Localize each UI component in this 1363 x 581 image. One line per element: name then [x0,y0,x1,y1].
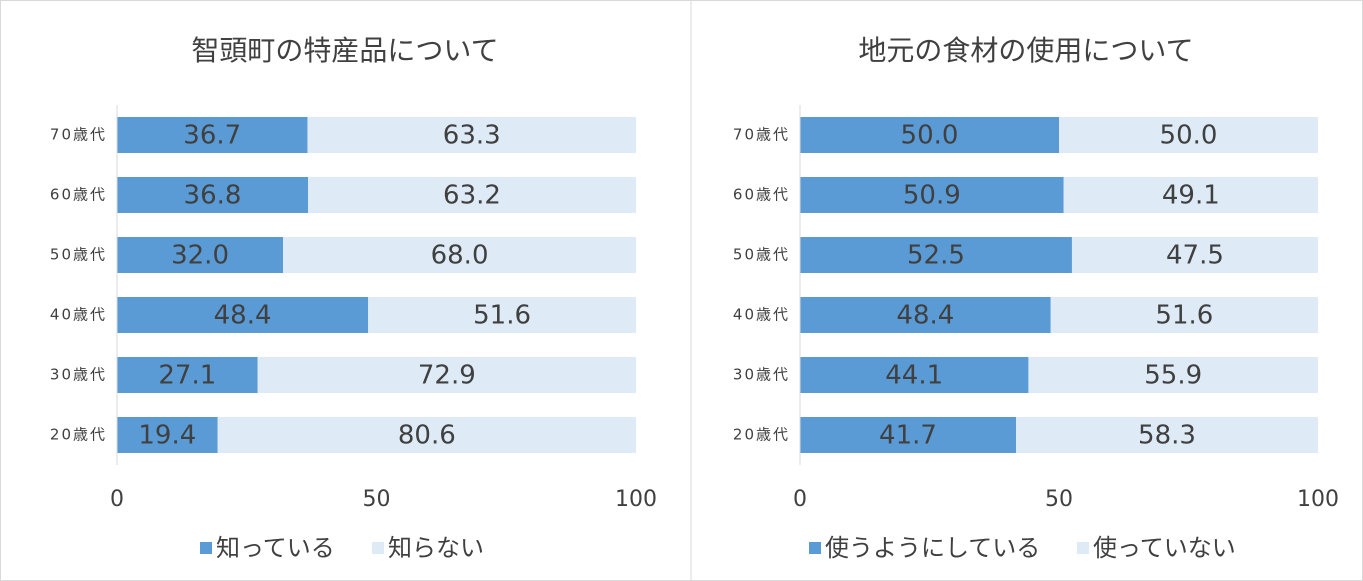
y-tick-label: 20歳代 [50,426,107,444]
data-label: 41.7 [879,421,937,451]
x-tick-label: 50 [363,487,391,512]
bar-segment [117,357,258,393]
bar-segment [117,237,284,273]
y-tick-label: 40歳代 [50,306,107,324]
y-tick-label: 50歳代 [733,246,790,264]
legend-swatch [372,542,384,554]
y-tick-label: 20歳代 [733,426,790,444]
legend-label: 知っている [216,534,335,562]
x-tick-label: 0 [110,487,124,512]
y-tick-label: 30歳代 [50,366,107,384]
y-tick-label: 70歳代 [50,126,107,144]
x-tick-label: 50 [1045,487,1073,512]
data-label: 50.9 [903,181,961,211]
bar-segment [217,417,636,453]
y-tick-label: 30歳代 [733,366,790,384]
y-tick-label: 70歳代 [733,126,790,144]
legend-label: 知らない [388,534,484,562]
data-label: 58.3 [1138,421,1196,451]
data-label: 47.5 [1166,241,1224,271]
data-label: 50.0 [901,121,959,151]
y-tick-label: 40歳代 [733,306,790,324]
data-label: 48.4 [214,301,272,331]
data-label: 36.8 [184,181,242,211]
data-label: 68.0 [431,241,489,271]
legend-swatch [1077,542,1089,554]
data-label: 80.6 [398,421,456,451]
data-label: 44.1 [885,361,943,391]
chart-title: 智頭町の特産品について [191,34,498,67]
y-tick-label: 60歳代 [733,186,790,204]
bar-segment [1016,417,1318,453]
bar-segment [800,237,1072,273]
data-label: 51.6 [1155,301,1213,331]
data-label: 72.9 [418,361,476,391]
bar-segment [800,297,1051,333]
legend-label: 使っていない [1093,534,1236,562]
bar-segment [307,177,636,213]
bar-segment [257,357,636,393]
x-tick-label: 100 [615,487,657,512]
data-label: 36.7 [183,121,241,151]
bar-segment [1071,237,1318,273]
x-tick-label: 100 [1297,487,1339,512]
bar-segment [800,117,1059,153]
x-tick-label: 0 [793,487,807,512]
bar-segment [307,117,636,153]
data-label: 63.2 [443,181,501,211]
bar-segment [1050,297,1318,333]
data-label: 50.0 [1160,121,1218,151]
data-label: 63.3 [443,121,501,151]
bar-segment [800,177,1064,213]
bar-segment [800,417,1017,453]
data-label: 51.6 [473,301,531,331]
data-label: 49.1 [1162,181,1220,211]
bar-segment [1028,357,1318,393]
y-tick-label: 60歳代 [50,186,107,204]
bar-segment [800,357,1029,393]
data-label: 55.9 [1144,361,1202,391]
y-tick-label: 50歳代 [50,246,107,264]
data-label: 52.5 [907,241,965,271]
data-label: 48.4 [896,301,954,331]
data-label: 32.0 [171,241,229,271]
legend-swatch [809,542,821,554]
bar-segment [117,297,369,333]
bar-segment [1063,177,1318,213]
bar-segment [368,297,636,333]
data-label: 27.1 [158,361,216,391]
bar-segment [117,117,308,153]
chart-title: 地元の食材の使用について [858,34,1193,67]
bar-segment [117,177,308,213]
bar-segment [117,417,218,453]
data-label: 19.4 [138,421,196,451]
legend-label: 使うようにしている [825,534,1040,562]
legend-swatch [200,542,212,554]
bar-segment [1059,117,1318,153]
bar-segment [283,237,636,273]
